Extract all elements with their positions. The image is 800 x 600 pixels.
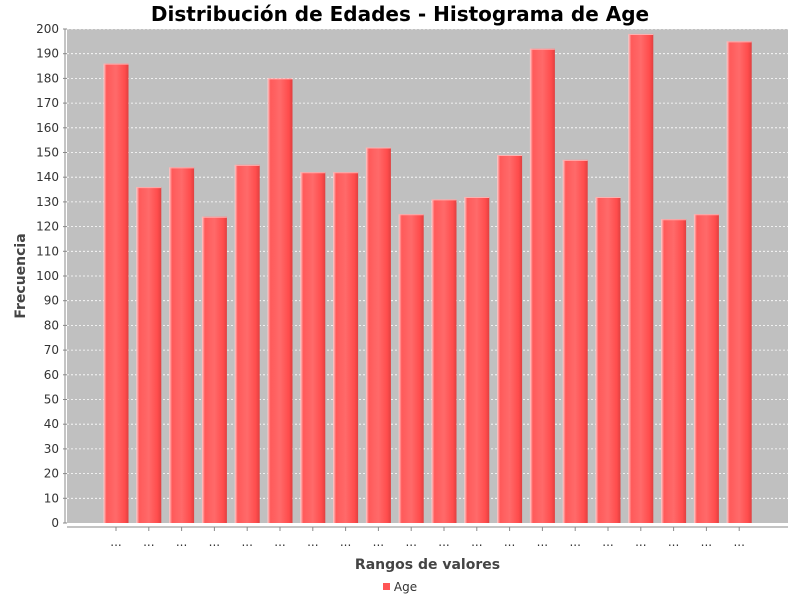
bar	[365, 147, 391, 523]
x-tick-label: ...	[569, 535, 580, 549]
y-tick-label: 160	[36, 121, 59, 135]
y-tick-label: 100	[36, 269, 59, 283]
y-tick-label: 70	[44, 343, 59, 357]
bar	[169, 167, 195, 523]
bar	[136, 187, 162, 523]
y-tick-label: 0	[51, 516, 59, 530]
bar	[693, 214, 719, 523]
y-tick-label: 120	[36, 220, 59, 234]
x-axis-title: Rangos de valores	[355, 557, 500, 573]
bar	[628, 33, 654, 523]
x-tick-label: ...	[405, 535, 416, 549]
bar	[726, 41, 752, 523]
y-axis: 0 10 20 30 40 50 60 70 80 90 100 110 120 130 140 150 160…	[36, 22, 67, 530]
x-tick-label: ...	[471, 535, 482, 549]
y-tick-label: 50	[44, 393, 59, 407]
bars	[103, 33, 752, 524]
x-axis: ........................................…	[67, 526, 788, 549]
y-tick-label: 20	[44, 467, 59, 481]
bar	[431, 199, 457, 523]
x-tick-label: ...	[635, 535, 646, 549]
y-tick-label: 200	[36, 22, 59, 36]
y-tick-label: 80	[44, 318, 59, 332]
legend-label: Age	[393, 580, 418, 594]
y-tick-label: 30	[44, 442, 59, 456]
bar	[103, 63, 129, 524]
chart-title: Distribución de Edades - Histograma de A…	[150, 2, 650, 26]
bar	[661, 219, 687, 523]
legend: Age	[0, 580, 800, 594]
y-tick-label: 190	[36, 47, 59, 61]
x-tick-label: ...	[733, 535, 744, 549]
y-tick-label: 140	[36, 170, 59, 184]
bar	[300, 172, 326, 523]
bar	[497, 154, 523, 523]
x-tick-label: ...	[602, 535, 613, 549]
y-tick-label: 90	[44, 294, 59, 308]
x-tick-label: ...	[307, 535, 318, 549]
bar	[201, 216, 227, 523]
y-tick-label: 60	[44, 368, 59, 382]
bar	[529, 48, 555, 523]
x-tick-label: ...	[209, 535, 220, 549]
x-tick-label: ...	[340, 535, 351, 549]
bar	[398, 214, 424, 523]
x-tick-label: ...	[504, 535, 515, 549]
y-axis-title: Frecuencia	[13, 233, 29, 318]
x-tick-label: ...	[274, 535, 285, 549]
y-tick-label: 130	[36, 195, 59, 209]
x-tick-label: ...	[110, 535, 121, 549]
bar	[464, 196, 490, 523]
y-tick-label: 110	[36, 244, 59, 258]
bar	[562, 159, 588, 523]
y-tick-label: 150	[36, 146, 59, 160]
x-tick-label: ...	[373, 535, 384, 549]
y-tick-label: 10	[44, 491, 59, 505]
y-tick-label: 40	[44, 417, 59, 431]
legend-swatch	[382, 583, 390, 590]
x-tick-label: ...	[668, 535, 679, 549]
bar	[595, 196, 621, 523]
bar	[267, 78, 293, 524]
x-tick-label: ...	[176, 535, 187, 549]
x-tick-label: ...	[701, 535, 712, 549]
bar	[333, 172, 359, 523]
x-tick-label: ...	[241, 535, 252, 549]
bar	[234, 164, 260, 523]
x-tick-label: ...	[537, 535, 548, 549]
y-tick-label: 170	[36, 96, 59, 110]
y-tick-label: 180	[36, 71, 59, 85]
x-tick-label: ...	[438, 535, 449, 549]
x-tick-label: ...	[143, 535, 154, 549]
